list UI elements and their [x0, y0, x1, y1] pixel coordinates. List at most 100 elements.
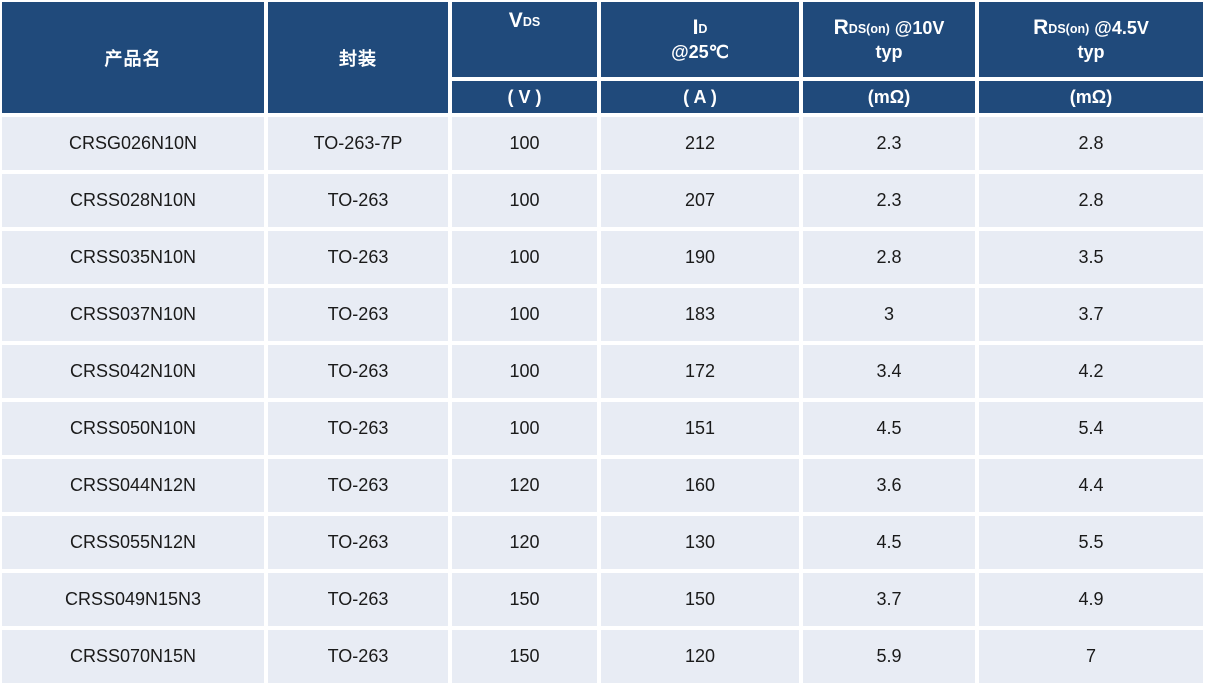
rdson-4v5-cell: 4.2 — [979, 345, 1203, 398]
package-cell: TO-263 — [268, 345, 448, 398]
rdson-4v5-typ-label: typ — [1077, 42, 1105, 63]
table-row: CRSS070N15N TO-263 150 120 5.9 7 — [2, 630, 1203, 683]
id-cell: 207 — [601, 174, 799, 227]
product-cell: CRSG026N10N — [2, 117, 264, 170]
rdson-4v5-cell: 5.5 — [979, 516, 1203, 569]
rdson-10v-subscript: DS(on) — [848, 22, 890, 36]
rdson-4v5-cell: 3.7 — [979, 288, 1203, 341]
table-row: CRSS035N10N TO-263 100 190 2.8 3.5 — [2, 231, 1203, 284]
rdson-4v5-symbol-line: RDS(on) @4.5V — [979, 15, 1203, 41]
package-cell: TO-263 — [268, 231, 448, 284]
rdson-10v-cell: 2.8 — [803, 231, 975, 284]
id-cell: 151 — [601, 402, 799, 455]
unit-header-id: ( A ) — [601, 81, 799, 113]
rdson-10v-cell: 3 — [803, 288, 975, 341]
id-symbol: I — [692, 16, 699, 40]
rdson-10v-symbol: R — [833, 16, 849, 40]
table-row: CRSS037N10N TO-263 100 183 3 3.7 — [2, 288, 1203, 341]
table-header: 产品名 封装 VDS ID @25℃ RDS(on) @10V typ RDS(… — [2, 2, 1203, 113]
rdson-4v5-condition: @4.5V — [1089, 18, 1149, 39]
rdson-10v-cell: 4.5 — [803, 402, 975, 455]
product-cell: CRSS035N10N — [2, 231, 264, 284]
col-header-package-label: 封装 — [339, 48, 377, 69]
rdson-10v-cell: 2.3 — [803, 174, 975, 227]
product-cell: CRSS042N10N — [2, 345, 264, 398]
col-header-product-label: 产品名 — [104, 48, 162, 69]
rdson-10v-cell: 3.7 — [803, 573, 975, 626]
vds-subscript: DS — [522, 14, 541, 29]
vds-cell: 100 — [452, 288, 597, 341]
vds-cell: 100 — [452, 231, 597, 284]
package-cell: TO-263 — [268, 288, 448, 341]
rdson-4v5-cell: 5.4 — [979, 402, 1203, 455]
product-cell: CRSS049N15N3 — [2, 573, 264, 626]
table-row: CRSS042N10N TO-263 100 172 3.4 4.2 — [2, 345, 1203, 398]
package-cell: TO-263 — [268, 516, 448, 569]
package-cell: TO-263 — [268, 402, 448, 455]
package-cell: TO-263-7P — [268, 117, 448, 170]
col-header-package: 封装 — [268, 2, 448, 113]
unit-header-vds: ( V ) — [452, 81, 597, 113]
id-cell: 212 — [601, 117, 799, 170]
vds-cell: 120 — [452, 459, 597, 512]
id-cell: 172 — [601, 345, 799, 398]
rdson-10v-condition: @10V — [889, 18, 945, 39]
id-cell: 150 — [601, 573, 799, 626]
header-row-units: ( V ) ( A ) (mΩ) (mΩ) — [2, 81, 1203, 113]
rdson-10v-cell: 2.3 — [803, 117, 975, 170]
vds-symbol: V — [508, 9, 523, 32]
vds-cell: 120 — [452, 516, 597, 569]
product-cell: CRSS028N10N — [2, 174, 264, 227]
package-cell: TO-263 — [268, 630, 448, 683]
id-cell: 183 — [601, 288, 799, 341]
rdson-10v-symbol-line: RDS(on) @10V — [803, 15, 975, 41]
rdson-4v5-cell: 4.9 — [979, 573, 1203, 626]
col-header-rdson-4v5: RDS(on) @4.5V typ — [979, 2, 1203, 77]
col-header-rdson-10v: RDS(on) @10V typ — [803, 2, 975, 77]
rdson-10v-cell: 3.6 — [803, 459, 975, 512]
col-header-id: ID @25℃ — [601, 2, 799, 77]
id-condition: @25℃ — [671, 42, 729, 63]
rdson-10v-typ-label: typ — [875, 42, 903, 63]
rdson-10v-cell: 5.9 — [803, 630, 975, 683]
col-header-product: 产品名 — [2, 2, 264, 113]
rdson-4v5-subscript: DS(on) — [1048, 22, 1090, 36]
product-cell: CRSS055N12N — [2, 516, 264, 569]
product-cell: CRSS070N15N — [2, 630, 264, 683]
product-cell: CRSS044N12N — [2, 459, 264, 512]
rdson-10v-cell: 4.5 — [803, 516, 975, 569]
id-cell: 190 — [601, 231, 799, 284]
product-cell: CRSS050N10N — [2, 402, 264, 455]
rdson-4v5-cell: 2.8 — [979, 117, 1203, 170]
rdson-4v5-cell: 7 — [979, 630, 1203, 683]
id-symbol-line: ID — [601, 15, 799, 41]
table-row: CRSS050N10N TO-263 100 151 4.5 5.4 — [2, 402, 1203, 455]
vds-cell: 100 — [452, 402, 597, 455]
table-row: CRSS055N12N TO-263 120 130 4.5 5.5 — [2, 516, 1203, 569]
id-cell: 130 — [601, 516, 799, 569]
rdson-4v5-cell: 4.4 — [979, 459, 1203, 512]
package-cell: TO-263 — [268, 573, 448, 626]
vds-cell: 100 — [452, 174, 597, 227]
table-row: CRSS044N12N TO-263 120 160 3.6 4.4 — [2, 459, 1203, 512]
rdson-4v5-symbol: R — [1033, 16, 1049, 40]
rdson-4v5-cell: 3.5 — [979, 231, 1203, 284]
vds-cell: 150 — [452, 573, 597, 626]
id-subscript: D — [698, 22, 708, 36]
vds-cell: 100 — [452, 345, 597, 398]
rdson-10v-cell: 3.4 — [803, 345, 975, 398]
id-cell: 160 — [601, 459, 799, 512]
unit-header-rdson-10v: (mΩ) — [803, 81, 975, 113]
vds-cell: 150 — [452, 630, 597, 683]
col-header-vds: VDS — [452, 2, 597, 77]
vds-cell: 100 — [452, 117, 597, 170]
table-row: CRSG026N10N TO-263-7P 100 212 2.3 2.8 — [2, 117, 1203, 170]
table-row: CRSS049N15N3 TO-263 150 150 3.7 4.9 — [2, 573, 1203, 626]
product-cell: CRSS037N10N — [2, 288, 264, 341]
unit-header-rdson-4v5: (mΩ) — [979, 81, 1203, 113]
header-row-main: 产品名 封装 VDS ID @25℃ RDS(on) @10V typ RDS(… — [2, 2, 1203, 113]
table-body: CRSG026N10N TO-263-7P 100 212 2.3 2.8 CR… — [2, 117, 1203, 683]
package-cell: TO-263 — [268, 459, 448, 512]
package-cell: TO-263 — [268, 174, 448, 227]
